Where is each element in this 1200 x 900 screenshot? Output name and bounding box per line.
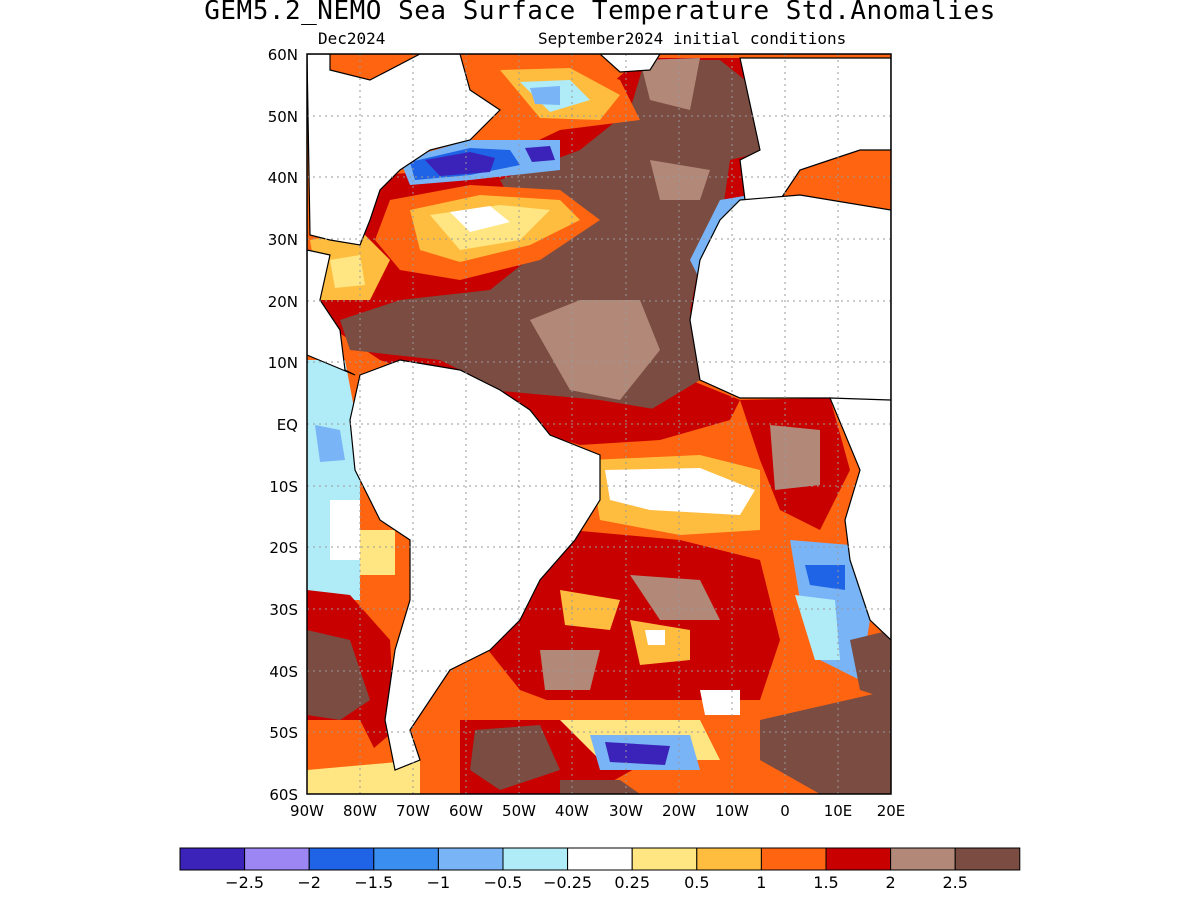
lat-label: 20S <box>269 539 298 557</box>
map-title: GEM5.2_NEMO Sea Surface Temperature Std.… <box>204 0 996 26</box>
latitude-axis: 60N 50N 40N 30N 20N 10N EQ 10S 20S 30S 4… <box>268 46 298 804</box>
colorbar-swatch <box>696 847 762 871</box>
colorbar-label: −1 <box>427 873 451 892</box>
benguela-blue-core <box>805 565 845 590</box>
colorbar-swatch <box>437 847 504 871</box>
lat-label: 20N <box>268 293 298 311</box>
colorbar-label: −0.5 <box>484 873 523 892</box>
colorbar-label: 1.5 <box>813 873 838 892</box>
greenland-land <box>599 54 661 73</box>
lon-label: 90W <box>290 802 324 820</box>
lat-label: 50S <box>269 724 298 742</box>
colorbar-label: 0.25 <box>614 873 650 892</box>
nw-shelf-cold-core <box>525 146 555 162</box>
initial-conditions-label: September2024 initial conditions <box>538 29 847 48</box>
colorbar-swatch <box>825 847 892 871</box>
graticule <box>307 54 891 794</box>
longitude-axis: 90W 80W 70W 60W 50W 40W 30W 20W 10W 0 10… <box>290 802 905 820</box>
lon-label: 0 <box>780 802 790 820</box>
southern-ocean-core-west <box>470 725 560 790</box>
south-atlantic-yellow-patch <box>560 590 620 630</box>
north-america-land <box>307 54 501 246</box>
equatorial-red-band <box>490 390 740 445</box>
eastern-pacific-blue-patch <box>315 425 345 462</box>
lat-label: 40S <box>269 663 298 681</box>
forecast-month: Dec2024 <box>318 29 386 48</box>
lat-label: 60S <box>269 786 298 804</box>
warm-core-white <box>450 206 510 232</box>
eastern-pacific-yellow-patch <box>360 530 395 575</box>
north-atlantic-pale-patch-3 <box>640 58 700 110</box>
southern-ocean-core-south <box>560 780 640 794</box>
lat-label: 10S <box>269 478 298 496</box>
lon-label: 30W <box>609 802 643 820</box>
colorbar-label: 2.5 <box>942 873 967 892</box>
agulhas-anomaly-core <box>850 630 891 700</box>
southern-ocean-core-east <box>760 690 891 794</box>
colorbar-swatch <box>244 847 310 871</box>
colorbar-labels: −2.5 −2 −1.5 −1 −0.5 −0.25 0.25 0.5 1 1.5 2 2.5 <box>225 873 968 892</box>
lat-label: 50N <box>268 108 298 126</box>
lon-label: 50W <box>502 802 536 820</box>
colorbar-label: −1.5 <box>354 873 393 892</box>
north-atlantic-pale-patch <box>530 300 660 400</box>
lon-label: 40W <box>555 802 589 820</box>
lat-label: 60N <box>268 46 298 64</box>
europe-land <box>739 57 891 201</box>
africa-south-land <box>829 397 891 641</box>
colorbar-swatch <box>760 847 827 871</box>
colorbar-swatch <box>954 847 1021 871</box>
southern-ocean-white-patch <box>700 690 740 715</box>
colorbar-label: 1 <box>756 873 766 892</box>
colorbar-label: −2 <box>297 873 321 892</box>
colorbar-label: 2 <box>886 873 896 892</box>
eastern-pacific-white-patch <box>330 500 360 560</box>
colorbar-label: 0.5 <box>684 873 709 892</box>
lon-label: 10E <box>824 802 853 820</box>
gulf-of-guinea-pale <box>770 425 820 490</box>
lon-label: 10W <box>715 802 749 820</box>
colorbar-swatch <box>179 847 246 871</box>
africa-land <box>689 194 891 641</box>
colorbar-label: −0.25 <box>543 873 592 892</box>
south-atlantic-pale-patch-2 <box>540 650 600 690</box>
colorbar-legend <box>179 847 1021 871</box>
benguela-cool-patch <box>795 595 840 660</box>
colorbar-swatch <box>567 847 633 871</box>
lat-label: 30S <box>269 601 298 619</box>
central-america-land <box>307 249 356 376</box>
colorbar-swatch <box>308 847 375 871</box>
lon-label: 70W <box>396 802 430 820</box>
lat-label: EQ <box>277 416 298 434</box>
lon-label: 80W <box>343 802 377 820</box>
se-pacific-anomaly-core <box>307 630 370 720</box>
lat-label: 30N <box>268 231 298 249</box>
labrador-blue-patch <box>530 86 560 105</box>
southern-ocean-cold-core <box>605 742 670 765</box>
lon-label: 20W <box>662 802 696 820</box>
gulf-stream-cold-core <box>425 152 495 176</box>
caribbean-yellow-patch <box>330 255 365 288</box>
north-atlantic-pale-patch-2 <box>650 160 710 200</box>
colorbar-swatch <box>631 847 698 871</box>
tropical-white-band <box>605 468 755 515</box>
lon-label: 20E <box>877 802 906 820</box>
colorbar-swatch <box>373 847 439 871</box>
lat-label: 40N <box>268 169 298 187</box>
map-frame <box>306 53 892 795</box>
colorbar-label: −2.5 <box>225 873 264 892</box>
lon-label: 60W <box>449 802 483 820</box>
lat-label: 10N <box>268 354 298 372</box>
south-atlantic-white-patch <box>645 630 665 645</box>
colorbar-swatch <box>890 847 956 871</box>
colorbar-swatch <box>502 847 569 871</box>
